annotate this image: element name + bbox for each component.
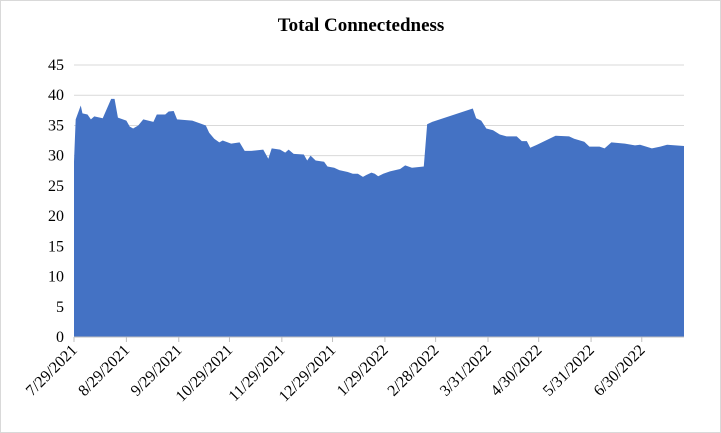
y-tick-label: 35	[48, 117, 64, 134]
y-tick-label: 5	[56, 299, 64, 316]
chart-title: Total Connectedness	[278, 15, 445, 36]
y-tick-label: 20	[48, 208, 64, 225]
y-tick-label: 40	[48, 87, 64, 104]
y-tick-label: 15	[48, 238, 64, 255]
y-tick-label: 30	[48, 148, 64, 165]
y-tick-label: 10	[48, 269, 64, 286]
y-tick-label: 0	[56, 329, 64, 346]
area	[74, 98, 684, 337]
y-tick-label: 25	[48, 178, 64, 195]
y-tick-label: 45	[48, 57, 64, 74]
